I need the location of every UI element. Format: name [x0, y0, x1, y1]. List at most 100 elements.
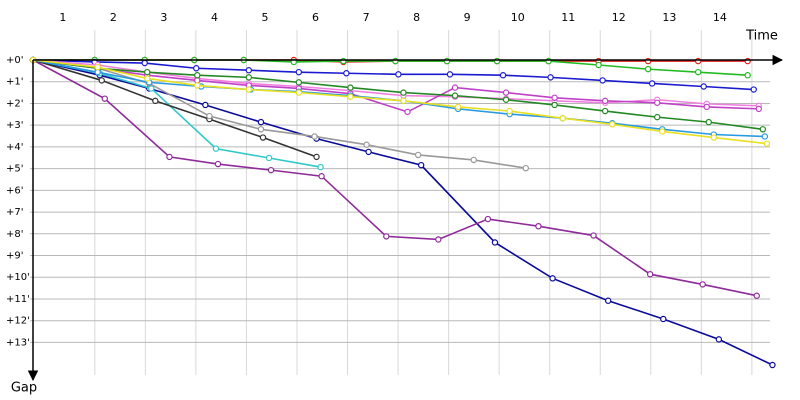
- data-point: [715, 336, 723, 343]
- x-tick-label: 4: [211, 11, 218, 24]
- data-point: [245, 86, 253, 93]
- data-point: [694, 68, 702, 76]
- data-point: [245, 67, 253, 74]
- data-point: [295, 89, 303, 96]
- y-tick-label: +2': [6, 98, 24, 109]
- data-point: [144, 75, 151, 82]
- data-point: [141, 59, 148, 67]
- x-tick-label: 5: [261, 11, 268, 24]
- data-point: [551, 94, 558, 102]
- data-point: [257, 126, 265, 133]
- data-point: [506, 107, 513, 115]
- data-point: [311, 133, 318, 140]
- x-tick-label: 3: [160, 11, 167, 24]
- data-point: [206, 112, 213, 120]
- data-point: [590, 232, 597, 239]
- series-line: [32, 59, 773, 366]
- data-point: [454, 103, 462, 111]
- data-point: [144, 68, 151, 76]
- data-point: [194, 72, 201, 79]
- data-point: [551, 101, 558, 109]
- data-point: [295, 68, 303, 76]
- data-point: [365, 148, 372, 156]
- data-point: [654, 113, 661, 121]
- data-point: [363, 141, 370, 148]
- data-point: [194, 82, 201, 89]
- x-tick-label: 14: [713, 11, 727, 24]
- data-point: [644, 65, 652, 73]
- data-point: [295, 79, 303, 86]
- data-point: [710, 134, 718, 141]
- data-point: [753, 292, 760, 299]
- data-point: [595, 61, 602, 69]
- y-tick-label: +11': [6, 294, 30, 305]
- data-point: [703, 103, 710, 111]
- data-point: [435, 236, 442, 243]
- data-point: [400, 89, 407, 96]
- data-point: [101, 95, 108, 102]
- x-tick-label: 12: [612, 11, 626, 24]
- x-tick-label: 13: [662, 11, 676, 24]
- data-point: [451, 92, 459, 99]
- data-point: [769, 361, 776, 369]
- x-tick-label: 6: [312, 11, 319, 24]
- y-axis-label: Gap: [11, 381, 37, 396]
- x-tick-label: 10: [511, 11, 525, 24]
- data-point: [417, 161, 425, 169]
- data-point: [535, 222, 542, 230]
- data-point: [259, 134, 267, 141]
- data-point: [313, 153, 320, 161]
- data-point: [604, 297, 612, 304]
- data-point: [414, 151, 422, 159]
- data-point: [499, 72, 507, 79]
- data-point: [202, 101, 209, 109]
- data-point: [257, 118, 265, 126]
- y-tick-label: +8': [6, 229, 24, 240]
- data-point: [750, 86, 757, 93]
- data-point: [755, 105, 762, 113]
- data-point: [318, 173, 325, 180]
- data-point: [317, 163, 324, 171]
- y-tick-label: +1': [6, 77, 24, 88]
- data-point: [601, 107, 609, 115]
- y-tick-label: +3': [6, 120, 24, 131]
- data-point: [470, 156, 477, 164]
- data-point: [646, 271, 654, 278]
- y-tick-label: +7': [6, 207, 24, 218]
- data-point: [446, 71, 454, 78]
- data-point: [484, 215, 492, 223]
- data-point: [549, 275, 556, 282]
- data-point: [502, 96, 510, 103]
- data-point: [395, 71, 402, 78]
- x-tick-label: 2: [110, 11, 117, 24]
- data-point: [343, 70, 350, 77]
- series-line: [32, 59, 757, 297]
- y-tick-label: +5': [6, 164, 24, 175]
- data-point: [654, 99, 661, 106]
- x-tick-label: 9: [464, 11, 471, 24]
- data-point: [166, 153, 173, 161]
- data-point: [699, 281, 706, 288]
- data-point: [609, 121, 616, 128]
- data-point: [193, 65, 200, 72]
- data-point: [400, 97, 407, 105]
- data-point: [265, 154, 273, 162]
- data-point: [759, 126, 767, 133]
- y-tick-label: +6': [6, 185, 24, 196]
- data-point: [347, 93, 354, 100]
- y-tick-label: +13': [6, 337, 30, 348]
- data-point: [547, 74, 554, 81]
- data-point: [98, 77, 105, 84]
- data-point: [599, 77, 606, 84]
- data-point: [404, 108, 411, 116]
- data-point: [601, 97, 609, 105]
- data-point: [522, 164, 529, 172]
- data-point: [660, 315, 667, 323]
- x-tick-label: 1: [59, 11, 66, 24]
- data-point: [94, 63, 101, 71]
- data-point: [502, 89, 510, 96]
- data-point: [659, 128, 666, 135]
- y-tick-label: +10': [6, 272, 30, 283]
- data-point: [705, 118, 712, 126]
